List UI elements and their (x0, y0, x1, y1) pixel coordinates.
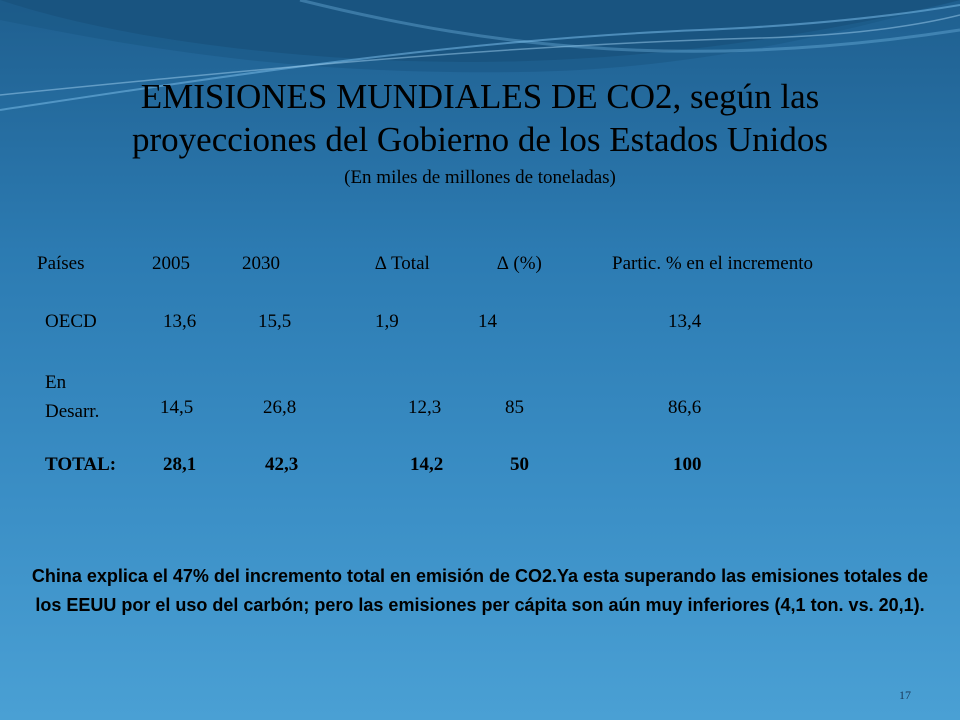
column-header: ∆ (%) (497, 253, 542, 274)
column-header: 2030 (242, 253, 280, 274)
column-header: ∆ Total (375, 253, 430, 274)
wave (0, 0, 960, 73)
cell: 1,9 (375, 311, 399, 332)
cell: 14,2 (410, 454, 444, 475)
wave-line (0, 4, 960, 111)
cell: 15,5 (258, 311, 292, 332)
slide-number: 17 (899, 688, 911, 702)
cell: 100 (673, 454, 702, 475)
column-header: Países (37, 253, 85, 274)
column-header: Partic. % en el incremento (612, 253, 814, 274)
row-label: OECD (45, 311, 97, 332)
cell: 28,1 (163, 454, 197, 475)
subtitle: (En miles de millones de toneladas) (344, 167, 616, 188)
cell: 86,6 (668, 397, 702, 418)
row-label: TOTAL: (45, 454, 117, 475)
title-line: proyecciones del Gobierno de los Estados… (132, 120, 828, 159)
wave-line (0, 14, 960, 96)
note: China explica el 47% del incremento tota… (31, 566, 929, 615)
title-line: EMISIONES MUNDIALES DE CO2, según las (140, 77, 820, 116)
cell: 50 (510, 454, 529, 475)
cell: 13,6 (163, 311, 197, 332)
wave-line (299, 0, 960, 53)
cell: 14,5 (160, 397, 194, 418)
cell: 26,8 (263, 397, 297, 418)
row-label: En Desarr. (45, 372, 100, 422)
cell: 14 (478, 311, 497, 332)
cell: 13,4 (668, 311, 702, 332)
cell: 42,3 (265, 454, 299, 475)
cell: 85 (505, 397, 524, 418)
cell: 12,3 (408, 397, 442, 418)
column-header: 2005 (152, 253, 190, 274)
